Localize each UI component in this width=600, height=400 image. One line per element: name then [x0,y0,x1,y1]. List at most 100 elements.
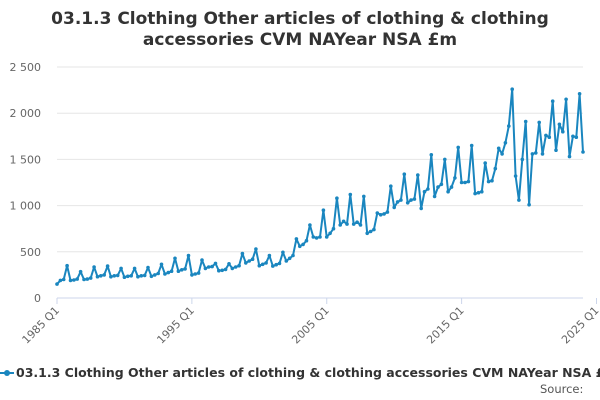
data-point[interactable] [75,277,79,281]
data-point[interactable] [88,276,93,280]
data-point[interactable] [338,223,343,227]
data-point[interactable] [405,201,410,205]
data-point[interactable] [416,173,420,177]
data-point[interactable] [233,265,238,269]
series-line[interactable] [56,88,584,285]
data-point[interactable] [277,261,282,266]
data-point[interactable] [351,222,356,226]
data-point[interactable] [210,264,214,269]
data-point[interactable] [537,120,541,125]
data-point[interactable] [436,185,440,189]
data-point[interactable] [345,222,349,226]
data-point[interactable] [571,134,575,139]
data-point[interactable] [486,179,491,184]
data-point[interactable] [335,196,339,200]
data-point[interactable] [220,268,224,273]
data-point[interactable] [85,277,90,281]
data-point[interactable] [142,273,147,278]
data-point[interactable] [132,266,137,271]
data-point[interactable] [267,253,272,258]
data-point[interactable] [557,122,562,127]
data-point[interactable] [375,211,380,215]
data-point[interactable] [348,192,353,197]
data-point[interactable] [260,262,265,267]
data-point[interactable] [190,273,194,277]
data-point[interactable] [517,198,521,202]
data-point[interactable] [72,278,76,282]
data-point[interactable] [139,274,144,278]
data-point[interactable] [476,190,481,195]
data-point[interactable] [456,145,461,150]
data-point[interactable] [203,266,208,271]
data-point[interactable] [271,264,275,268]
data-point[interactable] [193,272,197,276]
data-point[interactable] [176,269,181,274]
data-point[interactable] [453,176,457,180]
data-point[interactable] [466,179,471,184]
data-point[interactable] [223,267,228,272]
data-point[interactable] [163,272,167,276]
data-point[interactable] [324,235,329,239]
data-point[interactable] [564,97,568,102]
data-point[interactable] [146,265,150,270]
data-point[interactable] [378,213,383,217]
data-point[interactable] [331,226,336,231]
data-point[interactable] [372,227,376,232]
data-point[interactable] [513,174,518,178]
data-point[interactable] [314,236,319,240]
data-point[interactable] [439,182,444,187]
data-point[interactable] [503,141,508,145]
data-point[interactable] [237,263,241,268]
data-point[interactable] [493,166,498,171]
data-point[interactable] [186,253,191,258]
data-point[interactable] [149,274,154,279]
data-point[interactable] [119,266,123,271]
data-point[interactable] [520,157,525,162]
data-point[interactable] [500,152,504,156]
data-point[interactable] [426,187,430,191]
data-point[interactable] [358,223,363,227]
data-point[interactable] [459,180,464,185]
data-point[interactable] [355,220,359,224]
data-point[interactable] [395,200,400,204]
data-point[interactable] [281,250,285,255]
data-point[interactable] [159,262,164,267]
data-point[interactable] [368,229,373,234]
data-point[interactable] [68,278,73,283]
data-point[interactable] [153,273,157,277]
data-point[interactable] [469,143,474,148]
data-point[interactable] [496,146,501,151]
data-point[interactable] [291,253,295,258]
data-point[interactable] [257,263,262,268]
data-point[interactable] [480,189,484,194]
data-point[interactable] [308,223,312,227]
data-point[interactable] [490,178,494,183]
data-point[interactable] [577,92,582,96]
data-point[interactable] [294,237,299,241]
data-point[interactable] [65,263,69,268]
data-point[interactable] [227,262,231,266]
data-point[interactable] [530,152,535,156]
data-point[interactable] [318,235,322,239]
data-point[interactable] [109,274,113,279]
data-point[interactable] [321,208,326,212]
data-point[interactable] [287,256,292,261]
data-point[interactable] [156,271,160,276]
data-point[interactable] [166,270,171,275]
data-point[interactable] [301,242,305,247]
data-point[interactable] [102,273,106,277]
data-point[interactable] [362,194,366,199]
data-point[interactable] [122,275,127,280]
data-point[interactable] [92,265,96,269]
data-point[interactable] [206,265,211,269]
data-point[interactable] [534,151,538,155]
data-point[interactable] [240,251,245,256]
data-point[interactable] [540,152,545,156]
data-point[interactable] [304,238,309,243]
data-point[interactable] [550,99,555,103]
data-point[interactable] [247,259,251,263]
series-0[interactable] [55,87,585,286]
data-point[interactable] [213,261,218,266]
data-point[interactable] [126,274,130,279]
data-point[interactable] [58,278,63,283]
